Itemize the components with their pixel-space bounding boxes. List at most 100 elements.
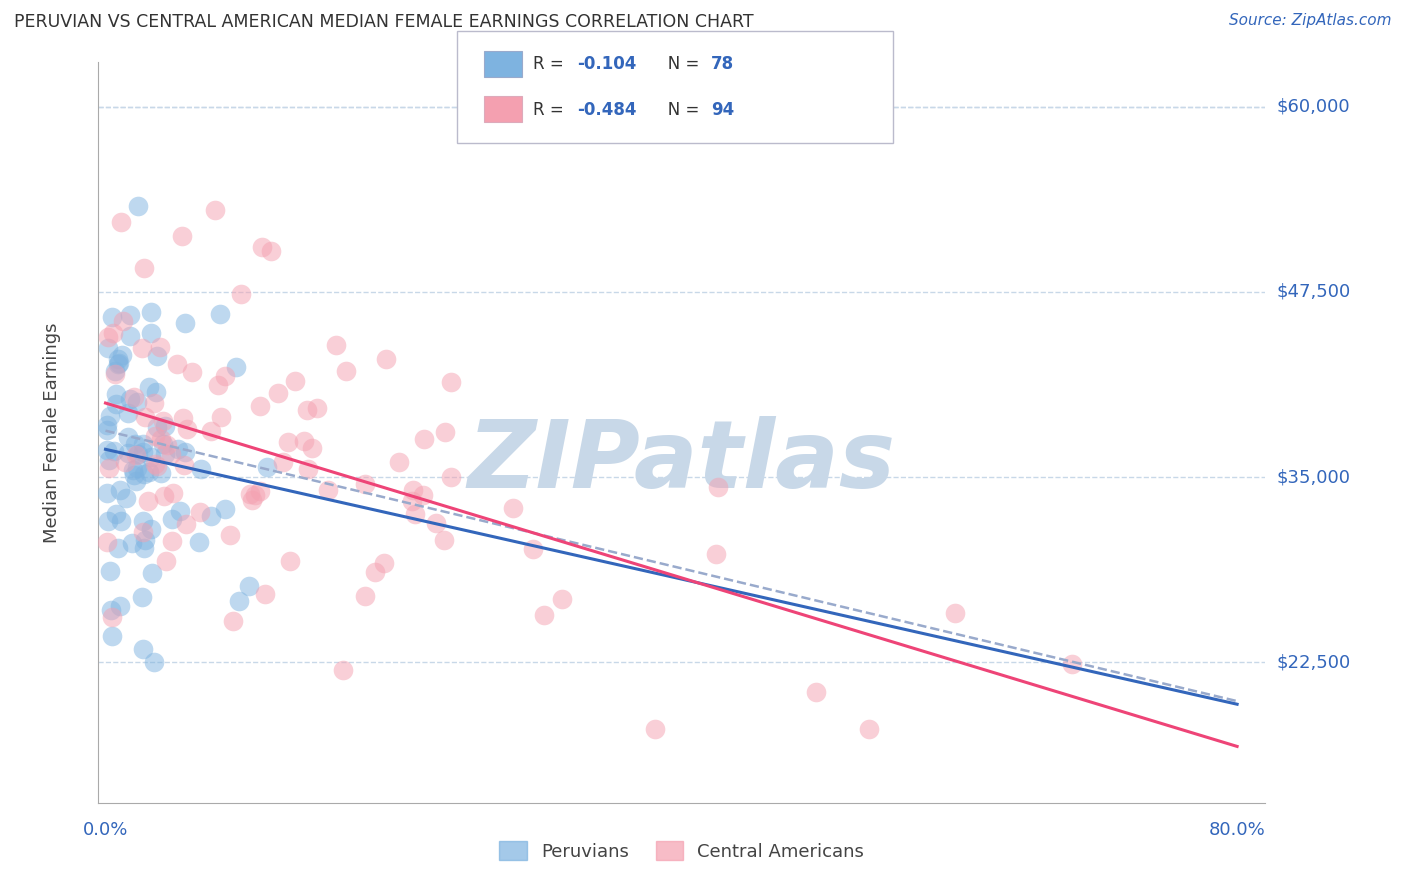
Point: [316, 483, 339, 497]
Point: [107, 358, 129, 372]
Point: [249, 399, 271, 413]
Point: [1062, 657, 1084, 672]
Point: [139, 326, 162, 340]
Point: [388, 454, 411, 468]
Point: [256, 459, 278, 474]
Point: [117, 430, 139, 444]
Point: [804, 685, 827, 699]
Text: 94: 94: [711, 101, 734, 119]
Point: [172, 411, 194, 425]
Point: [127, 447, 149, 461]
Point: [118, 328, 141, 343]
Point: [156, 438, 179, 452]
Point: [145, 385, 167, 400]
Point: [222, 614, 245, 628]
Point: [149, 466, 172, 480]
Point: [96, 442, 118, 457]
Point: [121, 535, 143, 549]
Point: [122, 468, 145, 483]
Point: [96, 535, 118, 549]
Point: [98, 565, 121, 579]
Text: N =: N =: [652, 55, 704, 73]
Point: [104, 507, 127, 521]
Point: [207, 378, 229, 392]
Point: [97, 329, 120, 343]
Point: [97, 515, 120, 529]
Point: [208, 306, 231, 320]
Point: [104, 363, 127, 377]
Point: [136, 493, 159, 508]
Text: 80.0%: 80.0%: [1209, 821, 1265, 838]
Point: [354, 589, 377, 603]
Point: [143, 457, 166, 471]
Point: [139, 522, 162, 536]
Point: [550, 591, 572, 606]
Point: [97, 461, 120, 475]
Point: [107, 352, 129, 367]
Point: [96, 486, 118, 500]
Point: [160, 534, 183, 549]
Point: [112, 314, 135, 328]
Point: [412, 488, 434, 502]
Point: [412, 433, 434, 447]
Text: N =: N =: [652, 101, 704, 119]
Point: [100, 629, 122, 643]
Legend: Peruvians, Central Americans: Peruvians, Central Americans: [492, 834, 872, 868]
Text: $35,000: $35,000: [1277, 468, 1351, 486]
Point: [260, 244, 283, 259]
Point: [174, 316, 197, 330]
Point: [132, 467, 155, 482]
Point: [190, 461, 212, 475]
Point: [139, 305, 162, 319]
Point: [239, 487, 262, 501]
Point: [146, 349, 169, 363]
Point: [249, 484, 271, 499]
Point: [107, 541, 129, 556]
Point: [111, 348, 134, 362]
Point: [174, 445, 197, 459]
Point: [124, 436, 146, 450]
Point: [131, 591, 153, 605]
Point: [245, 488, 267, 502]
Point: [238, 579, 260, 593]
Text: ZIPatlas: ZIPatlas: [468, 417, 896, 508]
Point: [305, 401, 328, 416]
Point: [149, 339, 172, 353]
Point: [143, 655, 166, 669]
Point: [174, 516, 197, 531]
Text: -0.104: -0.104: [578, 55, 637, 73]
Point: [149, 432, 172, 446]
Point: [122, 463, 145, 477]
Point: [159, 447, 181, 461]
Point: [96, 417, 118, 432]
Point: [145, 458, 167, 473]
Point: [96, 423, 118, 437]
Point: [131, 341, 153, 355]
Point: [169, 504, 191, 518]
Point: [97, 342, 120, 356]
Text: 0.0%: 0.0%: [83, 821, 128, 838]
Point: [141, 566, 163, 581]
Point: [117, 406, 139, 420]
Point: [440, 470, 463, 484]
Point: [354, 477, 377, 491]
Point: [332, 663, 354, 677]
Point: [98, 409, 121, 423]
Point: [117, 446, 139, 460]
Point: [132, 444, 155, 458]
Point: [278, 554, 301, 568]
Point: [277, 435, 299, 450]
Point: [214, 502, 236, 516]
Point: [943, 606, 966, 620]
Point: [134, 260, 156, 275]
Point: [209, 409, 232, 424]
Point: [100, 310, 122, 324]
Point: [187, 534, 209, 549]
Point: [110, 599, 132, 614]
Point: [143, 395, 166, 409]
Point: [104, 386, 127, 401]
Point: [132, 525, 155, 540]
Point: [152, 414, 174, 428]
Point: [425, 516, 447, 530]
Point: [166, 357, 188, 371]
